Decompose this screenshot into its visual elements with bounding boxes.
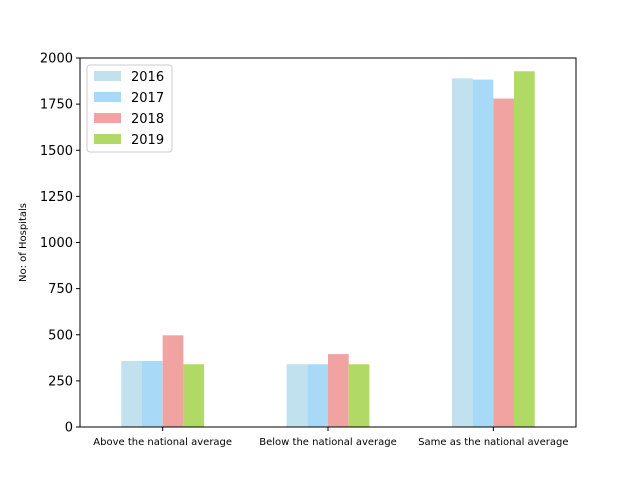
y-tick-label: 750 (48, 282, 73, 297)
x-axis-ticks: Above the national average Below the nati… (93, 427, 568, 448)
bar-2019-1 (183, 364, 205, 427)
y-tick-label: 0 (65, 421, 73, 436)
bar-2018-2 (328, 354, 349, 427)
y-tick-label: 500 (48, 328, 73, 343)
bar-2017-2 (307, 364, 328, 427)
x-tick-label: Above the national average (93, 437, 232, 448)
y-tick-label: 250 (48, 374, 73, 389)
x-tick-label: Below the national average (259, 437, 397, 448)
bar-2016-1 (121, 360, 142, 427)
legend-swatch-2019 (94, 134, 121, 144)
bar-2019-2 (348, 364, 370, 427)
legend: 2016 2017 2018 2019 (86, 64, 173, 153)
y-tick-label: 1250 (40, 190, 73, 205)
bar-2019-3 (514, 71, 535, 427)
bar-2018-1 (162, 335, 184, 427)
legend-swatch-2018 (94, 113, 121, 123)
y-axis-ticks: 0 250 500 750 1000 1250 1500 1750 2000 (40, 52, 80, 436)
x-tick-label: Same as the national average (418, 437, 568, 448)
y-axis-label: No: of Hospitals (18, 203, 29, 282)
bar-2016-3 (451, 78, 473, 428)
legend-label-2017: 2017 (131, 91, 164, 106)
legend-label-2019: 2019 (131, 133, 164, 148)
y-tick-label: 1500 (40, 144, 73, 159)
legend-label-2016: 2016 (131, 70, 164, 85)
legend-swatch-2016 (94, 71, 121, 81)
bar-2018-3 (493, 98, 515, 427)
bar-2017-1 (141, 360, 163, 427)
y-tick-label: 1000 (40, 236, 73, 251)
legend-label-2018: 2018 (131, 112, 164, 127)
bars-group (121, 71, 535, 428)
legend-swatch-2017 (94, 92, 121, 102)
legend-box (86, 64, 173, 153)
bar-2017-3 (472, 79, 494, 427)
y-tick-label: 2000 (40, 52, 73, 67)
bar-2016-2 (286, 364, 308, 427)
y-tick-label: 1750 (40, 98, 73, 113)
